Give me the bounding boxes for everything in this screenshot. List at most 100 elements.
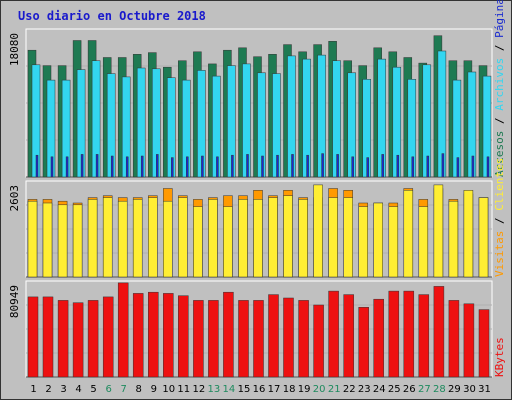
bar-kbytes-31 (478, 309, 490, 378)
bar-pginas-28 (441, 153, 445, 178)
bar-pginas-26 (411, 156, 415, 178)
bar-pginas-2 (50, 156, 54, 178)
bar-pginas-17 (276, 154, 279, 178)
x-tick-label: 22 (343, 384, 356, 395)
legend-top: Accesos / Archivos / Páginas (493, 0, 506, 177)
bar-pginas-27 (426, 155, 430, 178)
x-tick-label: 13 (208, 384, 221, 395)
bar-kbytes-6 (102, 296, 114, 378)
bar-clientes-2 (42, 202, 53, 278)
legend-separator: / (493, 111, 506, 131)
x-tick-label: 8 (136, 384, 142, 395)
legend-entry-kbytes: KBytes (493, 337, 506, 377)
x-tick-label: 15 (238, 384, 251, 395)
bar-pginas-19 (306, 154, 309, 178)
bar-clientes-26 (403, 190, 414, 278)
bar-clientes-30 (463, 190, 474, 278)
bar-pginas-31 (486, 156, 490, 178)
bar-kbytes-5 (87, 300, 99, 378)
x-tick-label: 23 (358, 384, 371, 395)
bar-kbytes-14 (223, 291, 234, 378)
bar-pginas-4 (80, 154, 84, 178)
x-tick-label: 26 (403, 384, 416, 395)
bar-clientes-8 (132, 199, 143, 278)
bar-clientes-29 (448, 200, 459, 278)
bar-clientes-10 (163, 200, 173, 278)
bar-pginas-18 (291, 154, 294, 178)
bar-clientes-28 (433, 184, 444, 278)
bar-pginas-5 (95, 154, 99, 178)
x-tick-label: 27 (418, 384, 431, 395)
bar-pginas-20 (321, 153, 324, 178)
bar-clientes-13 (208, 199, 218, 278)
x-tick-label: 28 (433, 384, 446, 395)
bar-clientes-16 (253, 199, 263, 278)
bar-kbytes-21 (328, 290, 339, 378)
bar-clientes-22 (343, 197, 353, 278)
bar-pginas-25 (396, 154, 400, 178)
bar-pginas-11 (186, 156, 189, 178)
bar-kbytes-13 (208, 300, 219, 378)
x-tick-label: 9 (151, 384, 157, 395)
bar-pginas-8 (140, 155, 144, 178)
bar-clientes-18 (283, 195, 293, 278)
bar-clientes-20 (313, 184, 323, 278)
bar-kbytes-20 (313, 304, 324, 378)
bar-pginas-16 (261, 155, 264, 178)
x-tick-label: 5 (90, 384, 96, 395)
bar-pginas-29 (456, 157, 460, 178)
bar-clientes-11 (178, 197, 188, 278)
chart-title: Uso diario en Octubre 2018 (18, 9, 206, 23)
x-tick-label: 19 (298, 384, 311, 395)
x-tick-label: 29 (448, 384, 461, 395)
bar-kbytes-1 (27, 296, 39, 378)
x-tick-label: 2 (45, 384, 51, 395)
bar-kbytes-29 (448, 300, 460, 378)
bar-pginas-14 (231, 154, 234, 178)
x-tick-label: 25 (388, 384, 401, 395)
y-max-label-top: 18080 (8, 33, 21, 66)
bar-kbytes-8 (132, 293, 144, 378)
bar-kbytes-3 (57, 300, 69, 378)
x-tick-label: 30 (463, 384, 476, 395)
x-tick-label: 18 (283, 384, 296, 395)
bar-clientes-3 (57, 204, 68, 278)
x-tick-label: 16 (253, 384, 266, 395)
bar-pginas-30 (471, 155, 475, 178)
bar-clientes-4 (72, 204, 83, 278)
x-tick-label: 4 (75, 384, 81, 395)
bar-kbytes-28 (433, 286, 445, 378)
bar-clientes-6 (102, 197, 113, 278)
legend-bottom: KBytes (493, 337, 506, 377)
bar-pginas-24 (381, 154, 384, 178)
x-tick-label: 10 (162, 384, 175, 395)
x-tick-label: 1 (30, 384, 36, 395)
bar-clientes-25 (388, 206, 399, 278)
bar-kbytes-15 (238, 300, 249, 378)
bar-clientes-14 (223, 206, 233, 278)
bar-kbytes-7 (117, 282, 129, 378)
bar-pginas-1 (35, 154, 39, 178)
x-tick-label: 7 (121, 384, 127, 395)
bar-clientes-19 (298, 199, 308, 278)
bar-kbytes-10 (163, 293, 174, 378)
bar-pginas-3 (65, 156, 69, 178)
legend-entry-clientes: Clientes (493, 158, 506, 211)
y-max-label-middle: 2603 (8, 185, 21, 212)
x-tick-label: 20 (313, 384, 326, 395)
x-tick-label: 3 (60, 384, 66, 395)
legend-entry-pginas: Páginas (493, 0, 506, 38)
bar-clientes-31 (478, 197, 489, 278)
bar-pginas-7 (125, 156, 129, 178)
x-tick-label: 17 (268, 384, 281, 395)
bar-kbytes-4 (72, 302, 84, 378)
bar-kbytes-12 (193, 300, 204, 378)
x-tick-label: 24 (373, 384, 386, 395)
bar-kbytes-16 (253, 300, 264, 378)
bar-pginas-10 (171, 157, 174, 178)
legend-entry-accesos: Accesos (493, 131, 506, 177)
bar-pginas-12 (201, 155, 204, 178)
bar-clientes-23 (358, 206, 368, 278)
bar-clientes-27 (418, 206, 429, 278)
